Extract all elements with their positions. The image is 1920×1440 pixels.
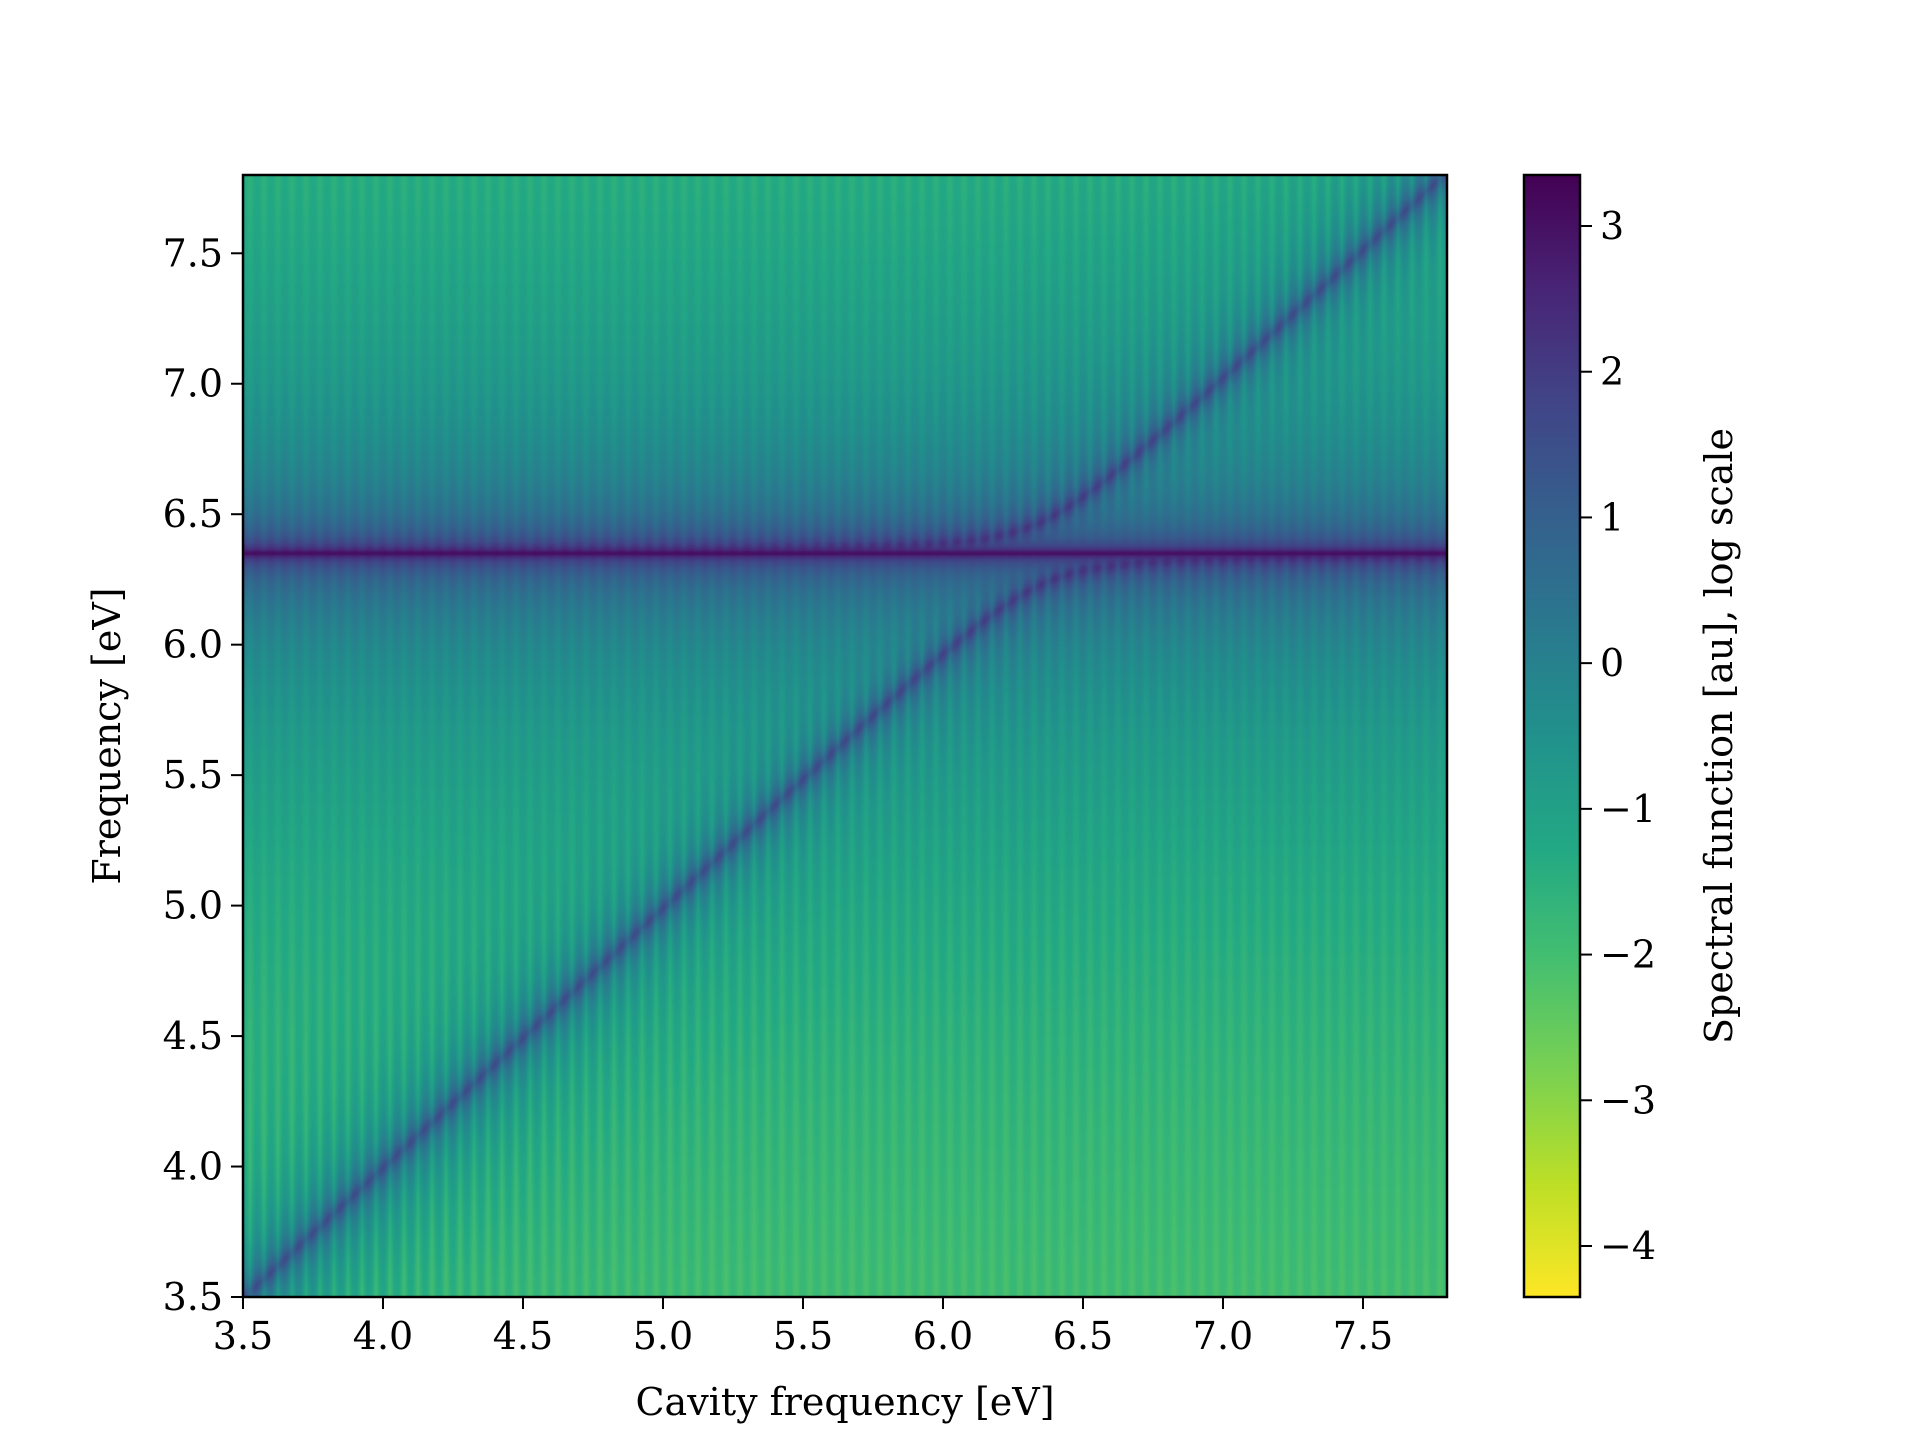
x-tick-label: 4.5: [493, 1314, 553, 1358]
x-axis-ticks: 3.5 4.0 4.5 5.0 5.5 6.0 6.5 7.0 7.5: [213, 1297, 1393, 1358]
y-tick-label: 4.5: [163, 1014, 223, 1058]
colorbar-ticks: 3 2 1 0 −1 −2 −3 −4: [1580, 204, 1656, 1268]
y-tick-label: 6.5: [163, 492, 223, 536]
y-tick-label: 7.0: [163, 362, 223, 406]
y-tick-label: 7.5: [163, 231, 223, 275]
colorbar-tick-label: 3: [1600, 204, 1624, 248]
plot-frame: [241, 173, 1449, 1299]
heatmap-area: [243, 175, 1447, 1297]
x-tick-label: 5.5: [773, 1314, 833, 1358]
x-tick-label: 4.0: [353, 1314, 413, 1358]
y-axis-ticks: 3.5 4.0 4.5 5.0 5.5 6.0 6.5 7.0 7.5: [163, 231, 243, 1319]
colorbar-label: Spectral function [au], log scale: [1697, 428, 1741, 1044]
colorbar-tick-label: −1: [1600, 787, 1656, 831]
x-tick-label: 3.5: [213, 1314, 273, 1358]
y-tick-label: 6.0: [163, 623, 223, 667]
colorbar-tick-label: 1: [1600, 495, 1624, 539]
colorbar-tick-label: −2: [1600, 933, 1656, 977]
colorbar-tick-label: 0: [1600, 641, 1624, 685]
y-tick-label: 4.0: [163, 1145, 223, 1189]
y-tick-label: 3.5: [163, 1275, 223, 1319]
x-tick-label: 7.0: [1193, 1314, 1253, 1358]
colorbar-tick-label: −3: [1600, 1078, 1656, 1122]
colorbar: [1522, 173, 1582, 1299]
y-tick-label: 5.0: [163, 884, 223, 928]
colorbar-tick-label: −4: [1600, 1224, 1656, 1268]
x-axis-label: Cavity frequency [eV]: [635, 1380, 1054, 1424]
x-tick-label: 6.0: [913, 1314, 973, 1358]
y-axis-label: Frequency [eV]: [85, 587, 129, 884]
y-tick-label: 5.5: [163, 753, 223, 797]
heatmap-image: [243, 175, 1447, 1297]
x-tick-label: 5.0: [633, 1314, 693, 1358]
x-tick-label: 7.5: [1333, 1314, 1393, 1358]
x-tick-label: 6.5: [1053, 1314, 1113, 1358]
colorbar-tick-label: 2: [1600, 350, 1624, 394]
